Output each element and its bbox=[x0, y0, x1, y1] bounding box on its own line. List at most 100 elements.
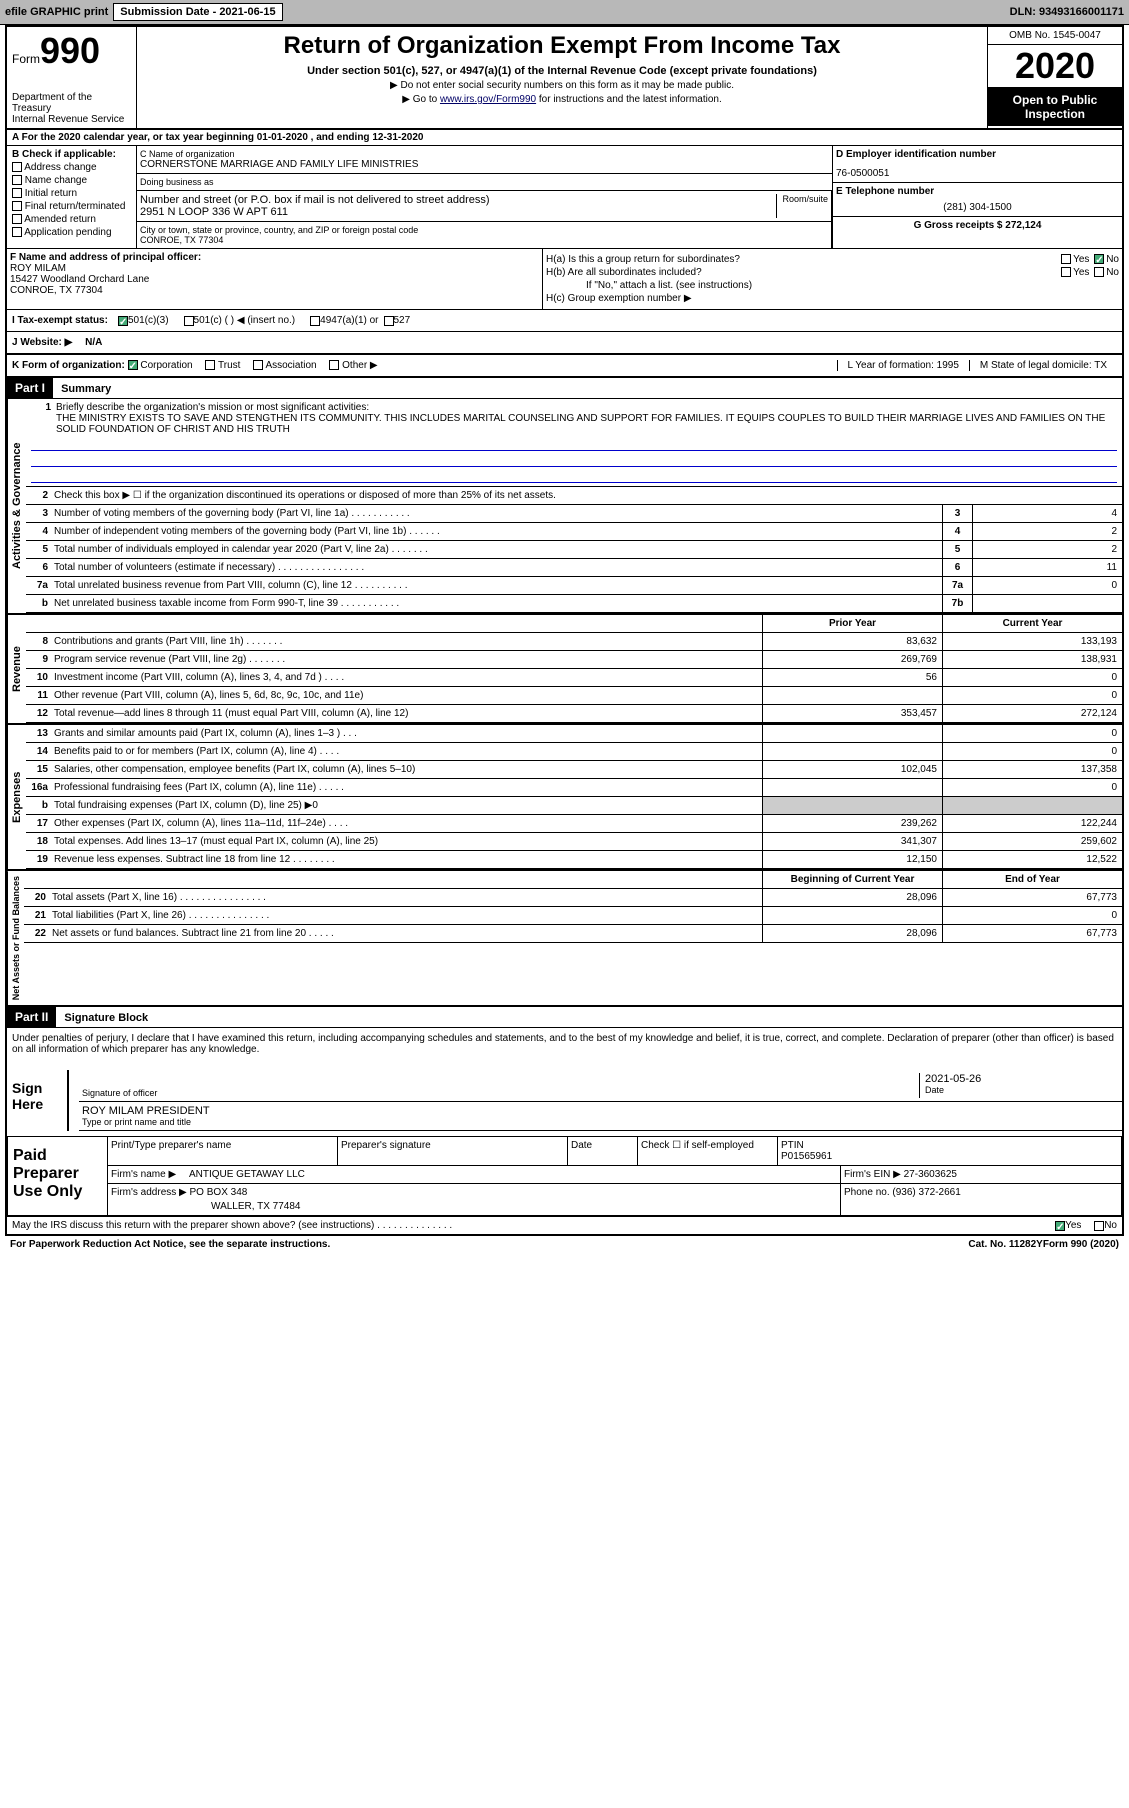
spacer bbox=[24, 871, 762, 888]
street-value: 2951 N LOOP 336 W APT 611 bbox=[140, 206, 776, 218]
data-row: 17 Other expenses (Part IX, column (A), … bbox=[26, 815, 1122, 833]
sign-here-label: Sign Here bbox=[7, 1070, 67, 1131]
prior-year-header: Prior Year bbox=[762, 615, 942, 632]
cb-label: Application pending bbox=[24, 227, 111, 238]
opt-4947: 4947(a)(1) or bbox=[320, 315, 378, 326]
checkbox-icon[interactable] bbox=[12, 162, 22, 172]
revenue-section: Revenue Prior Year Current Year 8 Contri… bbox=[7, 613, 1122, 723]
h-a-row: H(a) Is this a group return for subordin… bbox=[546, 254, 1119, 265]
mission-label: Briefly describe the organization's miss… bbox=[56, 402, 1117, 413]
checkbox-icon[interactable] bbox=[184, 316, 194, 326]
k-assoc: Association bbox=[265, 360, 316, 371]
row-text: Benefits paid to or for members (Part IX… bbox=[51, 743, 762, 760]
checkbox-icon[interactable] bbox=[1094, 267, 1104, 277]
e-value: (281) 304-1500 bbox=[836, 202, 1119, 213]
governance-row: 7a Total unrelated business revenue from… bbox=[26, 577, 1122, 595]
address-box: Number and street (or P.O. box if mail i… bbox=[137, 191, 832, 248]
part2-header: Part II Signature Block bbox=[7, 1005, 1122, 1028]
checkbox-icon[interactable] bbox=[205, 360, 215, 370]
checkbox-icon[interactable]: ✓ bbox=[1094, 254, 1104, 264]
data-row: 10 Investment income (Part VIII, column … bbox=[26, 669, 1122, 687]
irs-link[interactable]: www.irs.gov/Form990 bbox=[440, 94, 536, 105]
note-2: ▶ Go to www.irs.gov/Form990 for instruct… bbox=[142, 94, 982, 105]
row-text: Total expenses. Add lines 13–17 (must eq… bbox=[51, 833, 762, 850]
row-num: 15 bbox=[26, 761, 51, 778]
page-footer: For Paperwork Reduction Act Notice, see … bbox=[5, 1236, 1124, 1253]
row-text: Other revenue (Part VIII, column (A), li… bbox=[51, 687, 762, 704]
dba-label: Doing business as bbox=[140, 177, 829, 187]
address-left: Number and street (or P.O. box if mail i… bbox=[137, 191, 832, 248]
prior-val: 269,769 bbox=[762, 651, 942, 668]
cb-initial-return: Initial return bbox=[12, 188, 131, 199]
j-label: J Website: ▶ bbox=[12, 337, 72, 348]
row-text: Check this box ▶ ☐ if the organization d… bbox=[51, 487, 1122, 504]
top-bar: efile GRAPHIC print Submission Date - 20… bbox=[0, 0, 1129, 25]
row-num: 3 bbox=[26, 505, 51, 522]
form-title: Return of Organization Exempt From Incom… bbox=[142, 32, 982, 60]
ptin-value: P01565961 bbox=[781, 1151, 1118, 1162]
cb-amended: Amended return bbox=[12, 214, 131, 225]
firm-name-label: Firm's name ▶ bbox=[111, 1169, 176, 1180]
row-box: 7a bbox=[942, 577, 972, 594]
f-name: ROY MILAM bbox=[10, 263, 539, 274]
e-phone: E Telephone number (281) 304-1500 bbox=[833, 183, 1122, 217]
row-num: 10 bbox=[26, 669, 51, 686]
phone-label: Phone no. bbox=[844, 1187, 890, 1198]
current-val: 67,773 bbox=[942, 925, 1122, 942]
form-subtitle: Under section 501(c), 527, or 4947(a)(1)… bbox=[142, 65, 982, 77]
prior-val: 12,150 bbox=[762, 851, 942, 868]
street-row: Number and street (or P.O. box if mail i… bbox=[137, 191, 831, 222]
no-label: No bbox=[1106, 267, 1119, 278]
checkbox-icon[interactable] bbox=[1061, 267, 1071, 277]
note-1: ▶ Do not enter social security numbers o… bbox=[142, 80, 982, 91]
firm-addr-label: Firm's address ▶ bbox=[111, 1187, 187, 1198]
dba-box: Doing business as bbox=[137, 174, 832, 191]
print-name-label: Print/Type preparer's name bbox=[108, 1137, 338, 1165]
row-num: 8 bbox=[26, 633, 51, 650]
checkbox-icon[interactable] bbox=[1094, 1221, 1104, 1231]
checkbox-icon[interactable] bbox=[253, 360, 263, 370]
row-text: Program service revenue (Part VIII, line… bbox=[51, 651, 762, 668]
checkbox-icon[interactable] bbox=[310, 316, 320, 326]
tax-year: 2020 bbox=[988, 45, 1122, 87]
checkbox-icon[interactable]: ✓ bbox=[1055, 1221, 1065, 1231]
checkbox-icon[interactable] bbox=[12, 175, 22, 185]
street-main: Number and street (or P.O. box if mail i… bbox=[140, 194, 776, 218]
yes-label: Yes bbox=[1065, 1220, 1081, 1231]
current-val: 0 bbox=[942, 725, 1122, 742]
e-label: E Telephone number bbox=[836, 186, 1119, 197]
data-row: 22 Net assets or fund balances. Subtract… bbox=[24, 925, 1122, 943]
prior-val: 353,457 bbox=[762, 705, 942, 722]
end-year-header: End of Year bbox=[942, 871, 1122, 888]
begin-year-header: Beginning of Current Year bbox=[762, 871, 942, 888]
row-box: 5 bbox=[942, 541, 972, 558]
checkbox-icon[interactable] bbox=[12, 214, 22, 224]
checkbox-icon[interactable] bbox=[12, 201, 22, 211]
prior-val: 341,307 bbox=[762, 833, 942, 850]
header-center: Return of Organization Exempt From Incom… bbox=[137, 27, 987, 128]
check-self-employed: Check ☐ if self-employed bbox=[638, 1137, 778, 1165]
governance-row: 3 Number of voting members of the govern… bbox=[26, 505, 1122, 523]
efile-label[interactable]: efile GRAPHIC print bbox=[5, 6, 108, 18]
hc-label: H(c) Group exemption number ▶ bbox=[546, 293, 692, 304]
checkbox-icon[interactable] bbox=[1061, 254, 1071, 264]
checkbox-icon[interactable] bbox=[329, 360, 339, 370]
opt-527: 527 bbox=[394, 315, 411, 326]
checkbox-icon[interactable]: ✓ bbox=[128, 360, 138, 370]
footer-left: For Paperwork Reduction Act Notice, see … bbox=[10, 1239, 968, 1250]
checkbox-icon[interactable]: ✓ bbox=[118, 316, 128, 326]
checkbox-icon[interactable] bbox=[384, 316, 394, 326]
data-row: b Total fundraising expenses (Part IX, c… bbox=[26, 797, 1122, 815]
checkbox-icon[interactable] bbox=[12, 188, 22, 198]
net-header: Beginning of Current Year End of Year bbox=[24, 871, 1122, 889]
row-num: 13 bbox=[26, 725, 51, 742]
governance-content: 1 Briefly describe the organization's mi… bbox=[26, 399, 1122, 613]
footer-right: Form Form 990 (2020)990 (2020) bbox=[1043, 1239, 1119, 1250]
data-row: 19 Revenue less expenses. Subtract line … bbox=[26, 851, 1122, 869]
governance-label: Activities & Governance bbox=[7, 399, 26, 613]
checkbox-icon[interactable] bbox=[12, 227, 22, 237]
ha-yn: Yes ✓No bbox=[1059, 254, 1119, 265]
mission-line bbox=[31, 451, 1117, 467]
cb-label: Initial return bbox=[25, 188, 77, 199]
prior-val bbox=[762, 687, 942, 704]
